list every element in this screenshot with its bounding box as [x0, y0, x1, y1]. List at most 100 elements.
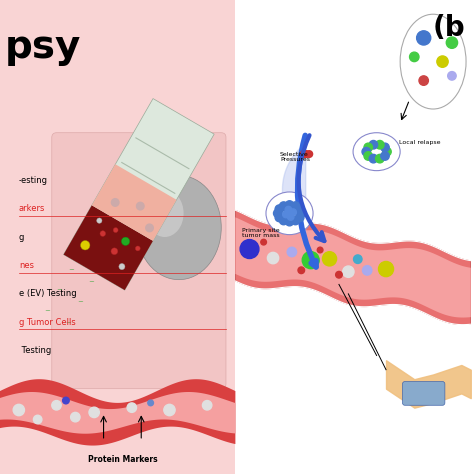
Polygon shape	[64, 205, 153, 290]
Circle shape	[111, 248, 118, 255]
Circle shape	[34, 415, 42, 424]
Circle shape	[295, 205, 304, 213]
Circle shape	[303, 151, 310, 157]
Circle shape	[283, 211, 289, 218]
Circle shape	[113, 228, 118, 233]
Text: Selective
Pressures: Selective Pressures	[280, 152, 310, 163]
Circle shape	[362, 147, 371, 156]
Circle shape	[285, 206, 292, 213]
Circle shape	[410, 52, 419, 62]
Circle shape	[285, 217, 294, 226]
Text: ~: ~	[45, 308, 51, 314]
Circle shape	[419, 76, 428, 85]
FancyBboxPatch shape	[0, 0, 236, 474]
Text: g Tumor Cells: g Tumor Cells	[19, 318, 75, 327]
Circle shape	[287, 247, 297, 257]
PathPatch shape	[417, 28, 449, 95]
Circle shape	[148, 400, 154, 406]
Text: Protein Markers: Protein Markers	[88, 455, 157, 464]
Circle shape	[287, 214, 294, 220]
Circle shape	[354, 255, 362, 264]
Text: g: g	[19, 233, 24, 241]
Circle shape	[297, 209, 306, 218]
Text: ~: ~	[65, 320, 71, 326]
Circle shape	[437, 56, 448, 67]
Circle shape	[273, 209, 282, 218]
Circle shape	[275, 205, 283, 213]
Circle shape	[279, 216, 288, 225]
Circle shape	[275, 213, 283, 222]
Circle shape	[240, 239, 259, 258]
Circle shape	[202, 401, 212, 410]
Text: e (EV) Testing: e (EV) Testing	[19, 290, 76, 298]
Polygon shape	[64, 99, 214, 290]
Circle shape	[306, 151, 312, 157]
Circle shape	[301, 151, 307, 157]
PathPatch shape	[236, 217, 471, 318]
Ellipse shape	[353, 133, 400, 171]
Text: Primary site
tumor mass: Primary site tumor mass	[243, 228, 280, 238]
Circle shape	[302, 252, 319, 269]
FancyBboxPatch shape	[402, 382, 445, 405]
Circle shape	[135, 246, 140, 251]
Circle shape	[279, 202, 288, 210]
PathPatch shape	[0, 392, 236, 434]
Text: ~: ~	[77, 299, 82, 305]
Circle shape	[267, 252, 279, 264]
Circle shape	[121, 237, 130, 246]
Circle shape	[291, 216, 300, 225]
Text: Local relapse: Local relapse	[399, 139, 441, 145]
Ellipse shape	[400, 14, 466, 109]
Circle shape	[369, 155, 378, 163]
Circle shape	[298, 267, 305, 273]
Ellipse shape	[137, 175, 221, 280]
Circle shape	[364, 152, 373, 160]
Circle shape	[447, 37, 457, 48]
FancyArrowPatch shape	[299, 135, 324, 241]
Circle shape	[290, 209, 296, 216]
Circle shape	[100, 231, 106, 237]
Circle shape	[383, 147, 391, 156]
Polygon shape	[92, 164, 176, 241]
Circle shape	[137, 202, 144, 210]
Circle shape	[146, 224, 153, 232]
Circle shape	[89, 407, 100, 418]
Circle shape	[295, 213, 304, 222]
Circle shape	[261, 239, 266, 245]
Circle shape	[317, 247, 323, 253]
Circle shape	[52, 401, 61, 410]
PathPatch shape	[236, 210, 471, 325]
Circle shape	[364, 143, 373, 152]
Polygon shape	[283, 144, 306, 236]
Circle shape	[448, 72, 456, 80]
Text: ~: ~	[56, 287, 62, 293]
Circle shape	[336, 272, 342, 278]
Circle shape	[63, 397, 69, 404]
Circle shape	[322, 252, 337, 266]
Text: ~: ~	[89, 279, 94, 285]
Circle shape	[164, 404, 175, 416]
Text: ~: ~	[68, 267, 74, 273]
Circle shape	[379, 262, 393, 277]
Ellipse shape	[266, 192, 313, 235]
Circle shape	[71, 412, 80, 422]
Circle shape	[119, 264, 125, 270]
Circle shape	[381, 143, 389, 152]
Text: (b: (b	[433, 14, 466, 42]
Text: -esting: -esting	[19, 176, 48, 184]
FancyBboxPatch shape	[52, 133, 226, 389]
Circle shape	[111, 199, 119, 206]
Circle shape	[291, 202, 300, 210]
Circle shape	[343, 266, 354, 277]
Ellipse shape	[146, 190, 183, 237]
Circle shape	[127, 403, 137, 412]
Circle shape	[375, 155, 384, 163]
Text: psy: psy	[5, 28, 81, 66]
Circle shape	[417, 31, 431, 45]
Circle shape	[375, 140, 384, 149]
PathPatch shape	[0, 379, 236, 446]
Circle shape	[285, 201, 294, 210]
Text: Testing: Testing	[19, 346, 51, 355]
Circle shape	[363, 265, 372, 275]
Circle shape	[381, 152, 389, 160]
